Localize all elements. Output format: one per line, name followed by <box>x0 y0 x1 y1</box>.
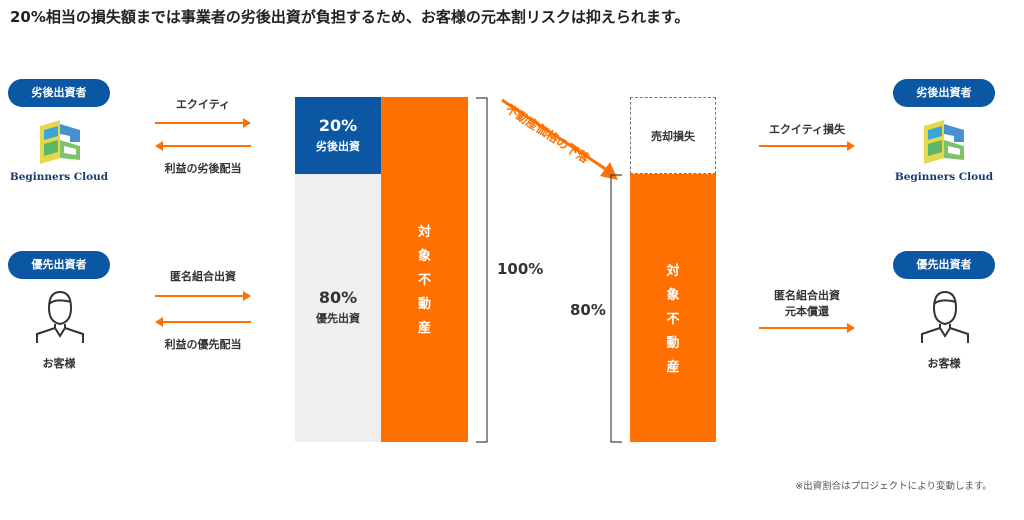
asset-label-before: 対象不動産 <box>417 225 431 336</box>
arrow-right-icon <box>759 323 855 333</box>
subordinate-block: 20% 劣後出資 <box>295 97 381 174</box>
left-logo-text: Beginners Cloud <box>9 171 109 183</box>
priority-block: 80% 優先出資 <box>295 174 381 442</box>
left-priority-badge: 優先出資者 <box>8 251 110 279</box>
person-icon <box>36 290 84 343</box>
bracket-100 <box>476 97 488 443</box>
right-investment-label: 匿名組合出資 <box>774 289 840 302</box>
right-logo-text: Beginners Cloud <box>894 171 994 183</box>
right-priority-badge: 優先出資者 <box>893 251 995 279</box>
asset-label-after: 対象不動産 <box>666 264 680 375</box>
arrow-left-icon <box>155 141 251 151</box>
beginners-cloud-logo-icon <box>40 120 80 164</box>
total-percent-label: 100% <box>497 260 544 278</box>
asset-block-after: 対象不動産 <box>630 174 716 442</box>
subordinate-percent: 20% <box>318 116 358 135</box>
left-arrow-priority-dividend-label: 利益の優先配当 <box>164 338 242 351</box>
left-arrow-equity-label: エクイティ <box>175 98 231 111</box>
sale-loss-label: 売却損失 <box>651 130 695 143</box>
right-subordinate-badge: 劣後出資者 <box>893 79 995 107</box>
right-repayment-label: 元本償還 <box>785 305 829 318</box>
left-subordinate-badge: 劣後出資者 <box>8 79 110 107</box>
sale-loss-block: 売却損失 <box>630 97 716 174</box>
right-equity-loss-label: エクイティ損失 <box>768 123 846 136</box>
arrow-right-icon <box>759 141 855 151</box>
footnote: ※出資割合はプロジェクトにより変動します。 <box>795 481 992 492</box>
left-person-label: お客様 <box>42 357 76 370</box>
asset-block-before: 対象不動産 <box>381 97 468 442</box>
left-arrow-sub-dividend-label: 利益の劣後配当 <box>164 162 242 175</box>
left-arrow-investment-label: 匿名組合出資 <box>170 270 236 283</box>
person-icon <box>921 290 969 343</box>
arrow-right-icon <box>155 118 251 128</box>
arrow-right-icon <box>155 291 251 301</box>
bracket-80 <box>610 174 622 443</box>
beginners-cloud-logo-icon <box>924 120 964 164</box>
page-title: 20%相当の損失額までは事業者の劣後出資が負担するため、お客様の元本割リスクは抑… <box>10 8 690 26</box>
arrow-left-icon <box>155 317 251 327</box>
right-person-label: お客様 <box>927 357 961 370</box>
subordinate-label: 劣後出資 <box>316 140 360 153</box>
priority-percent: 80% <box>318 288 358 307</box>
after-percent-label: 80% <box>570 301 606 319</box>
priority-label: 優先出資 <box>316 312 360 325</box>
